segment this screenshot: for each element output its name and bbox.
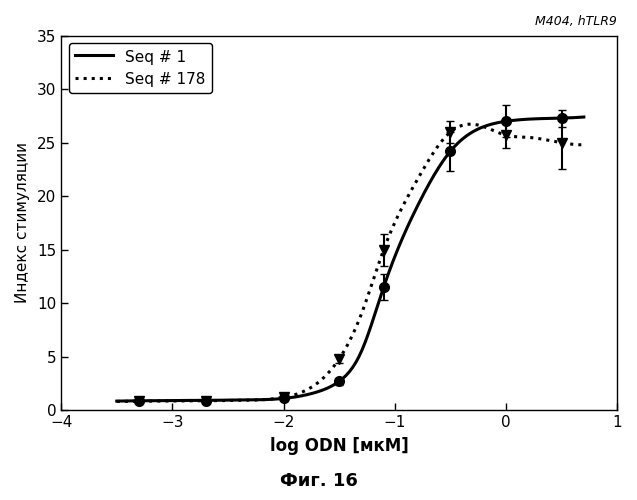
Seq # 1 [399, 234, 406, 240]
Seq # 1 [389, 258, 397, 264]
Text: Фиг. 16: Фиг. 16 [280, 472, 357, 490]
Seq # 1 [391, 254, 399, 260]
Seq # 178 [389, 223, 397, 229]
Seq # 1 [113, 398, 120, 404]
Seq # 178 [538, 136, 545, 142]
Seq # 178 [508, 134, 516, 140]
Seq # 1 [536, 116, 544, 121]
Y-axis label: Индекс стимуляции: Индекс стимуляции [15, 142, 30, 304]
Seq # 1 [115, 398, 122, 404]
Seq # 178 [466, 121, 474, 127]
Seq # 178 [113, 398, 120, 404]
Seq # 178 [391, 220, 399, 226]
Seq # 1 [506, 118, 514, 124]
Seq # 178 [115, 398, 122, 404]
Line: Seq # 178: Seq # 178 [117, 124, 584, 402]
Seq # 178 [399, 204, 406, 210]
Line: Seq # 1: Seq # 1 [117, 117, 584, 401]
X-axis label: log ODN [мкМ]: log ODN [мкМ] [270, 437, 408, 455]
Text: M404, hTLR9: M404, hTLR9 [535, 15, 617, 28]
Legend: Seq # 1, Seq # 178: Seq # 1, Seq # 178 [69, 44, 212, 94]
Seq # 178 [580, 142, 588, 148]
Seq # 1 [580, 114, 588, 120]
